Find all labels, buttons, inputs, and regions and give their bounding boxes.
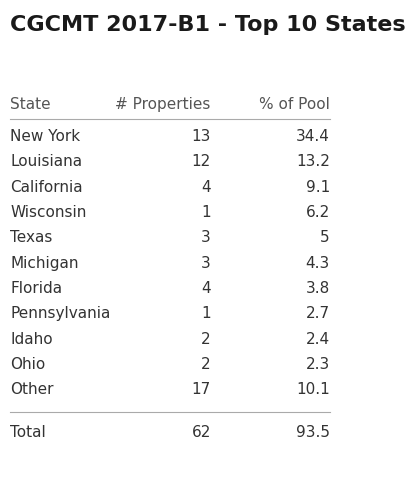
Text: Michigan: Michigan (10, 256, 79, 271)
Text: 62: 62 (192, 425, 211, 440)
Text: 13: 13 (192, 129, 211, 144)
Text: 13.2: 13.2 (296, 154, 330, 169)
Text: 2: 2 (201, 332, 211, 347)
Text: 2: 2 (201, 357, 211, 372)
Text: 10.1: 10.1 (296, 382, 330, 397)
Text: % of Pool: % of Pool (259, 97, 330, 112)
Text: 93.5: 93.5 (296, 425, 330, 440)
Text: Total: Total (10, 425, 46, 440)
Text: California: California (10, 180, 83, 195)
Text: 4.3: 4.3 (306, 256, 330, 271)
Text: State: State (10, 97, 51, 112)
Text: Texas: Texas (10, 230, 52, 245)
Text: 4: 4 (201, 180, 211, 195)
Text: 3: 3 (201, 230, 211, 245)
Text: 34.4: 34.4 (296, 129, 330, 144)
Text: Louisiana: Louisiana (10, 154, 82, 169)
Text: Wisconsin: Wisconsin (10, 205, 87, 220)
Text: 12: 12 (192, 154, 211, 169)
Text: # Properties: # Properties (116, 97, 211, 112)
Text: 6.2: 6.2 (306, 205, 330, 220)
Text: 4: 4 (201, 281, 211, 296)
Text: Pennsylvania: Pennsylvania (10, 306, 110, 321)
Text: New York: New York (10, 129, 80, 144)
Text: 2.7: 2.7 (306, 306, 330, 321)
Text: 2.4: 2.4 (306, 332, 330, 347)
Text: 5: 5 (320, 230, 330, 245)
Text: Idaho: Idaho (10, 332, 53, 347)
Text: CGCMT 2017-B1 - Top 10 States: CGCMT 2017-B1 - Top 10 States (10, 15, 406, 35)
Text: 9.1: 9.1 (306, 180, 330, 195)
Text: 1: 1 (201, 306, 211, 321)
Text: Other: Other (10, 382, 54, 397)
Text: 1: 1 (201, 205, 211, 220)
Text: 2.3: 2.3 (306, 357, 330, 372)
Text: 17: 17 (192, 382, 211, 397)
Text: Ohio: Ohio (10, 357, 45, 372)
Text: 3.8: 3.8 (306, 281, 330, 296)
Text: Florida: Florida (10, 281, 62, 296)
Text: 3: 3 (201, 256, 211, 271)
